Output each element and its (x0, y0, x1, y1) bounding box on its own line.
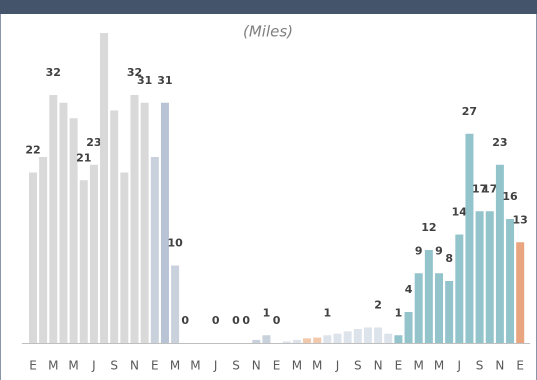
x-tick-label: M (292, 359, 302, 373)
x-tick-label: M (434, 359, 444, 373)
data-label: 4 (405, 283, 413, 296)
bar (435, 273, 443, 343)
bar (333, 333, 342, 343)
bar (313, 337, 322, 343)
x-tick-label: J (91, 359, 96, 373)
bar (424, 250, 433, 343)
data-label: 14 (452, 206, 468, 219)
data-label: 17 (482, 182, 497, 195)
bar (262, 335, 271, 343)
x-tick-label: E (151, 359, 159, 373)
x-tick-label: N (252, 359, 261, 373)
data-label: 17 (472, 182, 487, 195)
data-label: 32 (46, 66, 61, 79)
bar (110, 110, 119, 343)
bar (475, 211, 484, 343)
bar (140, 102, 149, 343)
x-tick-label: S (110, 359, 118, 373)
x-tick-label: S (476, 359, 484, 373)
chart-title: (Miles) (243, 23, 293, 41)
data-label: 9 (435, 244, 443, 257)
data-label: 31 (157, 74, 172, 87)
data-label: 13 (513, 213, 528, 226)
bar (506, 219, 515, 343)
x-tick-label: E (395, 359, 403, 373)
x-tick-label: M (170, 359, 180, 373)
bar (49, 95, 58, 343)
bar (343, 331, 352, 343)
bar (485, 211, 494, 343)
x-tick-label: M (48, 359, 58, 373)
data-label: 16 (502, 190, 518, 203)
x-tick-label: M (190, 359, 200, 373)
x-tick-label: N (130, 359, 139, 373)
x-tick-label: E (273, 359, 281, 373)
x-tick-label: M (312, 359, 322, 373)
x-tick-label: S (354, 359, 362, 373)
data-label: 10 (167, 237, 183, 250)
data-label: 2 (374, 299, 382, 312)
x-tick-label: J (335, 359, 340, 373)
bar (89, 164, 98, 343)
data-label: 1 (324, 306, 332, 319)
x-tick-label: J (213, 359, 218, 373)
data-label: 1 (395, 306, 403, 319)
bar (394, 335, 403, 343)
x-tick-label: E (29, 359, 37, 373)
bar (282, 341, 291, 343)
data-label: 0 (181, 314, 189, 327)
bar (292, 339, 301, 343)
bar (171, 265, 180, 343)
data-label: 9 (415, 244, 423, 257)
x-tick-label: E (516, 359, 524, 373)
bar (414, 273, 423, 343)
bar (445, 281, 454, 343)
x-tick-label: N (495, 359, 504, 373)
bar (465, 133, 474, 343)
bar (39, 157, 48, 343)
bar (150, 157, 159, 343)
bar (455, 234, 464, 343)
data-label: 32 (127, 66, 142, 79)
data-label: 0 (212, 314, 220, 327)
x-tick-label: S (232, 359, 240, 373)
bar (130, 95, 139, 343)
bar (353, 329, 362, 343)
bar (160, 102, 169, 343)
x-tick-label: N (374, 359, 383, 373)
data-label: 0 (242, 314, 250, 327)
bar (363, 327, 372, 343)
bar (384, 333, 393, 343)
x-tick-label: M (68, 359, 78, 373)
data-label: 8 (445, 252, 453, 265)
data-label: 27 (462, 105, 477, 118)
bar (404, 312, 413, 343)
bar (516, 242, 525, 343)
bar (252, 339, 261, 343)
bar (374, 327, 383, 343)
bar (120, 172, 129, 343)
data-label: 22 (25, 144, 40, 157)
bar (323, 335, 332, 343)
bar (79, 180, 88, 343)
bar (59, 102, 68, 343)
data-label: 0 (232, 314, 240, 327)
data-label: 23 (86, 136, 101, 149)
data-label: 23 (492, 136, 507, 149)
x-tick-label: M (414, 359, 424, 373)
bar (100, 33, 109, 343)
x-tick-label: J (457, 359, 462, 373)
bar (69, 118, 78, 343)
bar (495, 164, 504, 343)
bar (29, 172, 37, 343)
data-label: 21 (76, 151, 91, 164)
data-label: 1 (263, 306, 271, 319)
bar (303, 338, 312, 343)
data-label: 31 (137, 74, 152, 87)
data-label: 12 (421, 221, 436, 234)
data-label: 0 (273, 314, 281, 327)
header-bar (0, 0, 537, 14)
